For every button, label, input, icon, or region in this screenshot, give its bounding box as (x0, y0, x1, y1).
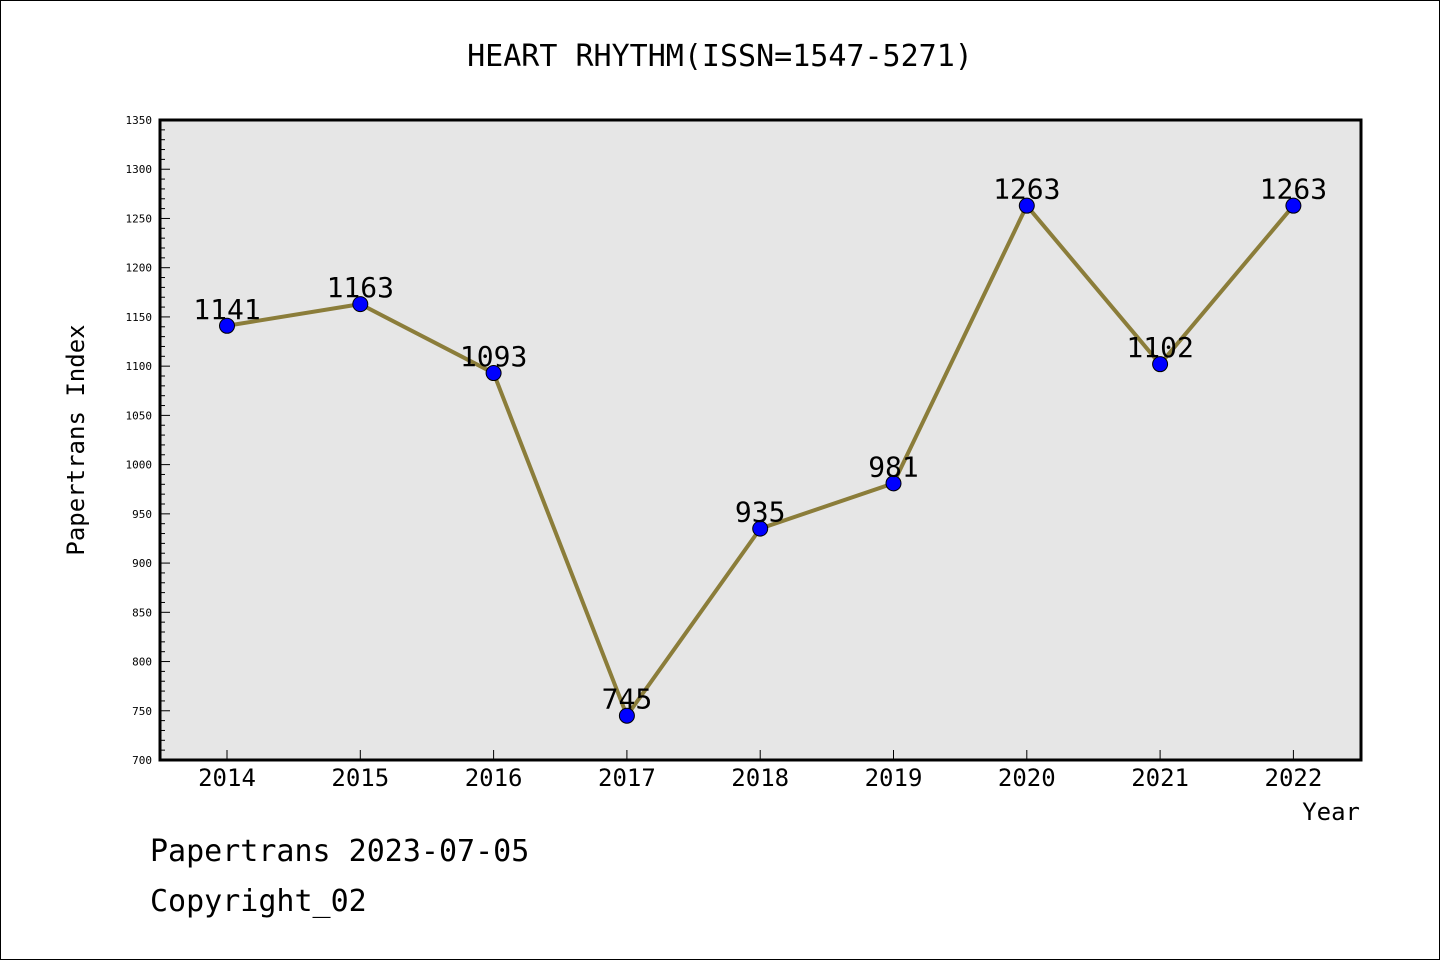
footer-copyright: Copyright_02 (150, 884, 367, 919)
data-labels: 1141 1163 1093 745 935 981 1263 1102 1263 (193, 173, 1327, 716)
y-tick-label: 1200 (126, 262, 153, 275)
y-tick-label: 750 (132, 705, 152, 718)
data-label: 935 (735, 496, 786, 529)
x-tick-label: 2020 (998, 764, 1056, 792)
x-tick-label: 2016 (465, 764, 523, 792)
y-tick-label: 900 (132, 557, 152, 570)
y-tick-label: 950 (132, 508, 152, 521)
chart-title: HEART RHYTHM(ISSN=1547-5271) (467, 39, 973, 74)
data-point (1285, 197, 1302, 214)
x-tick-label: 2015 (331, 764, 389, 792)
data-label: 1263 (993, 173, 1060, 206)
y-tick-label: 1050 (126, 409, 153, 422)
x-axis-label: Year (1302, 798, 1360, 826)
data-label: 1163 (327, 271, 394, 304)
data-point (485, 365, 502, 382)
data-point (352, 296, 369, 313)
y-tick-label: 1250 (126, 212, 153, 225)
data-point (752, 520, 769, 537)
y-tick-label: 1300 (126, 163, 153, 176)
y-tick-label: 1150 (126, 311, 153, 324)
y-axis: 700 750 800 850 900 950 1000 1050 1100 1150 1200 12… (126, 114, 170, 767)
data-point (1152, 356, 1169, 373)
y-axis-label: Papertrans Index (62, 324, 90, 555)
x-tick-label: 2018 (731, 764, 789, 792)
data-label: 745 (602, 683, 653, 716)
footer-source: Papertrans 2023-07-05 (150, 834, 530, 869)
data-label: 1102 (1126, 331, 1193, 364)
data-label: 1093 (460, 340, 527, 373)
y-tick-label: 1000 (126, 459, 153, 472)
x-tick-label: 2014 (198, 764, 256, 792)
y-tick-label: 1350 (126, 114, 153, 127)
data-point (1018, 197, 1035, 214)
y-tick-label: 1100 (126, 360, 153, 373)
series-group (219, 197, 1302, 724)
plot-area (158, 118, 1363, 762)
data-label: 981 (868, 450, 919, 483)
data-label: 1263 (1260, 173, 1327, 206)
x-tick-label: 2021 (1131, 764, 1189, 792)
x-tick-label: 2019 (865, 764, 923, 792)
data-label: 1141 (193, 293, 260, 326)
data-point (885, 475, 902, 492)
x-tick-label: 2022 (1265, 764, 1323, 792)
data-point (219, 317, 235, 334)
x-tick-label: 2017 (598, 764, 656, 792)
data-point (618, 707, 635, 724)
x-axis: 2014 2015 2016 2017 2018 2019 2020 2021 2022 (198, 750, 1322, 792)
y-tick-label: 700 (132, 754, 152, 767)
y-tick-label: 850 (132, 606, 152, 619)
y-tick-label: 800 (132, 656, 152, 669)
